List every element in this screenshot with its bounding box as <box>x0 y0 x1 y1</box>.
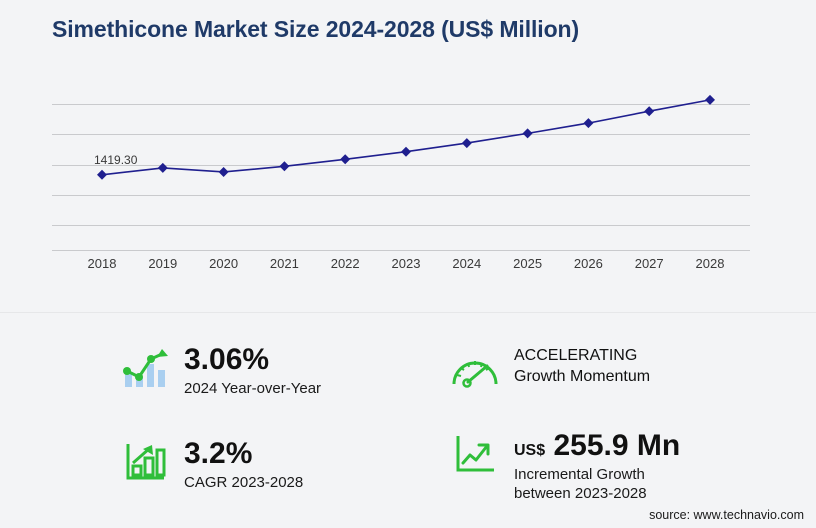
stat-incremental-growth: US$ 255.9 Mn Incremental Growth between … <box>448 430 680 504</box>
chart-plot-area <box>52 88 750 251</box>
stat-caption: CAGR 2023-2028 <box>184 473 304 491</box>
chart-container: 1419.30 2018 2019 2020 2021 2022 2023 2024 2025… <box>0 88 816 288</box>
stat-text: US$ 255.9 Mn Incremental Growth between … <box>514 430 680 504</box>
stat-caption: Growth Momentum <box>514 367 651 385</box>
data-point-label: 1419.30 <box>94 152 138 167</box>
speedometer-icon <box>448 346 502 394</box>
x-axis-tick-label: 2019 <box>148 256 178 271</box>
data-point-marker <box>461 138 472 149</box>
data-point-marker <box>583 118 594 129</box>
stat-unit: US$ <box>514 442 546 459</box>
data-point-marker <box>340 154 351 165</box>
x-axis-tick-label: 2018 <box>87 256 117 271</box>
page-title: Simethicone Market Size 2024-2028 (US$ M… <box>52 16 580 42</box>
stat-text: ACCELERATING Growth Momentum <box>514 346 650 388</box>
x-axis-tick-label: 2025 <box>513 256 543 271</box>
data-point-marker <box>97 169 107 180</box>
stats-panel: 3.06% 2024 Year-over-Year 3.2% CAGR 2023… <box>0 320 816 510</box>
stat-caption-line2: between 2023-2028 <box>514 485 647 503</box>
data-point-marker <box>705 94 715 105</box>
gridline <box>52 225 750 226</box>
data-point-marker <box>644 106 655 117</box>
stat-text: 3.06% 2024 Year-over-Year <box>184 344 321 398</box>
gridline <box>52 104 750 105</box>
x-axis-tick-label: 2020 <box>209 256 239 271</box>
stat-value: 3.2% <box>184 437 253 470</box>
data-point-marker <box>279 161 290 172</box>
stat-value: 3.06% <box>184 343 270 376</box>
data-point-marker <box>218 166 229 177</box>
source-attribution: source: www.technavio.com <box>649 508 804 522</box>
data-point-marker <box>157 162 168 173</box>
x-axis: 2018 2019 2020 2021 2022 2023 2024 2025 2026 2027… <box>52 252 750 282</box>
gridline <box>52 165 750 166</box>
data-point-marker <box>401 146 411 157</box>
line-arrow-up-icon <box>448 430 502 478</box>
stat-text: 3.2% CAGR 2023-2028 <box>184 438 303 492</box>
stat-caption: 2024 Year-over-Year <box>184 379 322 397</box>
data-point-marker <box>522 128 533 139</box>
x-axis-tick-label: 2024 <box>452 256 482 271</box>
bar-chart-arrow-icon <box>118 438 172 486</box>
stat-year-over-year: 3.06% 2024 Year-over-Year <box>118 344 321 398</box>
stat-value-row: US$ 255.9 Mn <box>514 430 680 462</box>
series-line <box>101 99 711 176</box>
stat-value: 255.9 Mn <box>553 429 681 462</box>
section-divider <box>0 312 816 313</box>
axis-line <box>52 250 750 251</box>
stat-growth-momentum: ACCELERATING Growth Momentum <box>448 346 650 394</box>
x-axis-tick-label: 2022 <box>330 256 360 271</box>
line-series <box>97 94 715 180</box>
bar-line-growth-icon <box>118 344 172 392</box>
stat-caption-line1: Incremental Growth <box>514 465 645 483</box>
x-axis-tick-label: 2027 <box>634 256 664 271</box>
stat-heading: ACCELERATING <box>514 347 638 364</box>
x-axis-tick-label: 2023 <box>391 256 421 271</box>
x-axis-tick-label: 2028 <box>695 256 725 271</box>
x-axis-tick-label: 2021 <box>269 256 299 271</box>
x-axis-tick-label: 2026 <box>573 256 603 271</box>
stat-cagr: 3.2% CAGR 2023-2028 <box>118 438 303 492</box>
gridline <box>52 195 750 196</box>
gridline <box>52 134 750 135</box>
